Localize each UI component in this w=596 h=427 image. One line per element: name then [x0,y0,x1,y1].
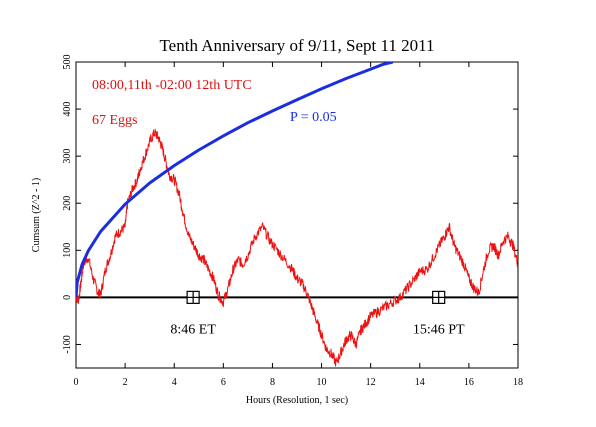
y-tick-label: 200 [62,196,73,211]
series-line-probability-envelope [76,62,394,298]
series-line-cumsum [76,128,518,367]
series-group [76,62,518,367]
x-tick-label: 14 [415,377,425,388]
plot-frame [75,61,519,369]
x-axis-label: Hours (Resolution, 1 sec) [246,395,348,406]
x-tick-label: 8 [270,377,275,388]
annotation-probability: P = 0.05 [290,110,337,125]
x-tick-label: 16 [464,377,474,388]
x-tick-label: 0 [74,377,79,388]
x-tick-label: 10 [317,377,327,388]
x-tick-label: 6 [221,377,226,388]
event-marker [186,290,200,304]
event-marker-label: 8:46 ET [170,322,216,337]
y-tick-label: 0 [62,295,73,300]
y-tick-label: -100 [62,335,73,353]
annotation-eggs: 67 Eggs [92,113,138,128]
y-tick-label: 300 [62,149,73,164]
x-tick-label: 2 [123,377,128,388]
annotation-time-range: 08:00,11th -02:00 12th UTC [92,78,252,93]
x-tick-label: 12 [366,377,376,388]
y-tick-label: 500 [62,55,73,70]
plot-area: 0 2 4 6 8 10 12 14 16 18 -100 0 100 200 300 400 500 8:46 … [62,55,523,389]
chart-title: Tenth Anniversary of 9/11, Sept 11 2011 [159,36,434,55]
y-tick-label: 400 [62,102,73,117]
x-tick-label: 18 [513,377,523,388]
event-marker [432,290,446,304]
event-marker-label: 15:46 PT [413,322,465,337]
x-tick-label: 4 [172,377,177,388]
y-tick-label: 100 [62,243,73,258]
y-axis-label: Cumsum (Z^2 - 1) [31,178,42,252]
